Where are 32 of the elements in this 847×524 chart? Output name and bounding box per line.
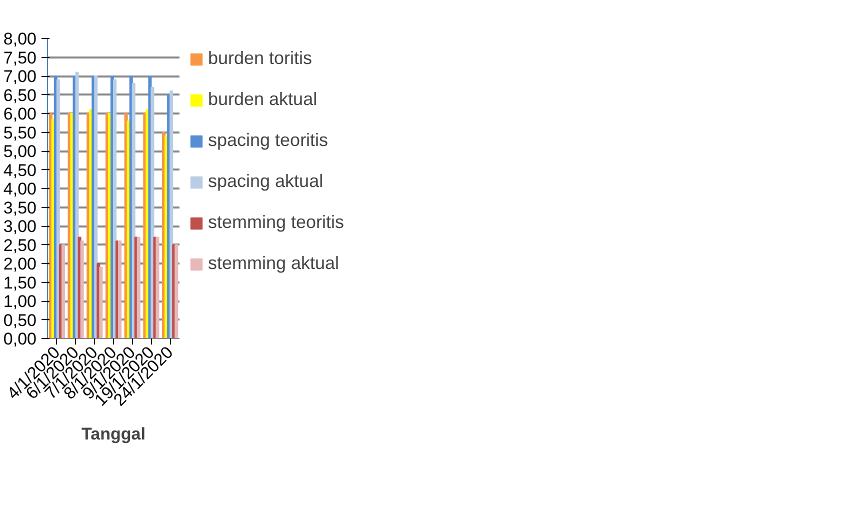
bar xyxy=(174,244,178,338)
y-tick-label: 3,00 xyxy=(3,217,37,236)
legend-label: burden toritis xyxy=(208,48,312,69)
y-tick-label: 8,00 xyxy=(3,30,37,48)
y-tick-label: 2,00 xyxy=(3,254,37,274)
bar xyxy=(156,236,160,338)
y-tick-label: 5,50 xyxy=(3,123,37,142)
y-tick-label: 1,00 xyxy=(3,292,37,311)
y-tick-label: 1,50 xyxy=(3,273,37,292)
legend-label: spacing teoritis xyxy=(208,130,328,151)
y-tick-label: 0,00 xyxy=(3,330,37,348)
bar xyxy=(80,240,84,338)
y-tick-label: 3,50 xyxy=(3,198,37,218)
legend-label: stemming aktual xyxy=(208,253,340,274)
legend-label: spacing aktual xyxy=(208,171,324,192)
y-tick-label: 4,00 xyxy=(3,180,37,198)
y-tick-label: 7,00 xyxy=(3,67,37,86)
y-tick-label: 5,00 xyxy=(3,142,37,161)
x-axis-title: Tanggal xyxy=(82,424,146,444)
bar xyxy=(99,266,103,338)
y-tick-label: 4,50 xyxy=(3,160,37,180)
legend-label: burden aktual xyxy=(208,89,318,110)
y-tick-label: 0,50 xyxy=(3,310,37,330)
bar xyxy=(94,76,98,338)
bar xyxy=(136,236,140,338)
bar xyxy=(61,244,65,338)
y-tick-label: 6,50 xyxy=(3,86,37,105)
y-tick-label: 7,50 xyxy=(3,48,37,68)
bar xyxy=(118,240,122,338)
legend-label: stemming teoritis xyxy=(208,212,344,233)
y-tick-label: 6,00 xyxy=(3,104,37,124)
y-tick-label: 2,50 xyxy=(3,236,37,255)
